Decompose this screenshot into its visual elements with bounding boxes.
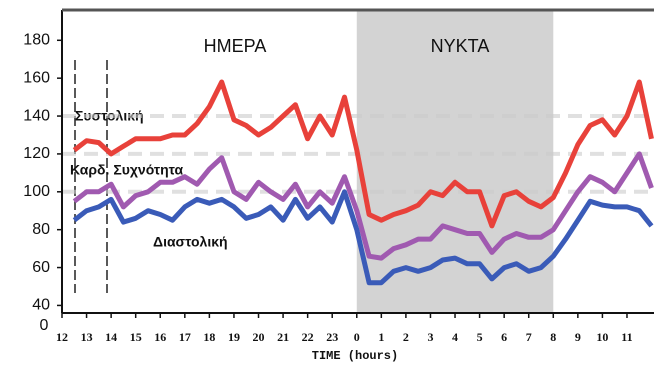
x-tick-label: 6	[501, 330, 507, 344]
x-tick-label: 16	[154, 330, 166, 344]
x-tick-label: 14	[105, 330, 117, 344]
series-line	[72, 151, 654, 261]
y-tick-label: 40	[32, 297, 50, 314]
y-tick-label: 120	[23, 145, 50, 162]
series-label: Καρδ. Συχνότητα	[70, 162, 184, 178]
x-tick-label: 15	[130, 330, 142, 344]
y-tick-label: 80	[32, 221, 50, 238]
x-axis-title: TIME (hours)	[312, 349, 398, 363]
x-tick-label: 22	[302, 330, 314, 344]
y-tick-label: 60	[32, 259, 50, 276]
series-label: Διαστολική	[153, 234, 228, 250]
x-tick-label: 12	[56, 330, 68, 344]
x-tick-label: 19	[228, 330, 240, 344]
x-tick-label: 17	[179, 330, 191, 344]
x-tick-label: 11	[621, 330, 632, 344]
x-tick-label: 20	[253, 330, 265, 344]
day-label: ΗΜΕΡΑ	[204, 36, 267, 56]
x-tick-label: 7	[526, 330, 532, 344]
x-tick-label: 13	[81, 330, 93, 344]
y-tick-label: 160	[23, 69, 50, 86]
x-tick-label: 5	[477, 330, 483, 344]
x-tick-label: 9	[575, 330, 581, 344]
night-band	[356, 10, 554, 313]
x-tick-label: 18	[203, 330, 215, 344]
x-tick-label: 2	[403, 330, 409, 344]
x-tick-label: 10	[596, 330, 608, 344]
y-tick-label: 140	[23, 107, 50, 124]
x-tick-label: 8	[550, 330, 556, 344]
x-tick-label: 4	[452, 330, 458, 344]
x-tick-label: 0	[354, 330, 360, 344]
x-tick-label: 1	[378, 330, 384, 344]
x-tick-label: 23	[326, 330, 338, 344]
x-tick-label: 3	[427, 330, 433, 344]
x-tick-label: 21	[277, 330, 289, 344]
series-line	[72, 189, 654, 286]
series-line	[72, 79, 654, 229]
y-origin-label: 0	[40, 317, 49, 334]
y-tick-label: 180	[23, 32, 50, 49]
y-tick-label: 100	[23, 183, 50, 200]
night-label: ΝΥΚΤΑ	[431, 36, 490, 56]
